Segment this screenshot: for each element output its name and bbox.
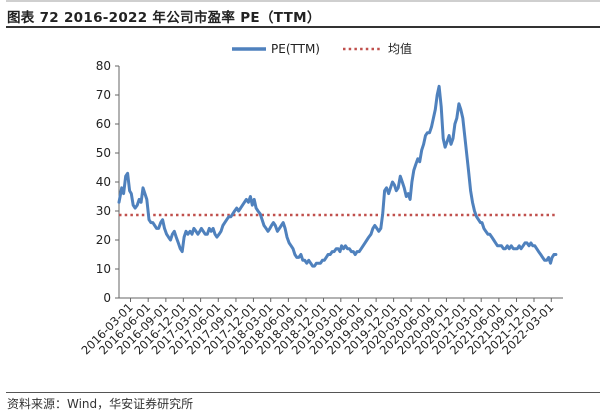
y-tick-label: 0 [103,291,111,305]
title-rule [6,26,600,28]
y-tick-label: 50 [96,146,111,160]
y-tick-label: 30 [96,204,111,218]
legend-label-mean: 均值 [388,41,412,56]
figure-title: 图表 72 2016-2022 年公司市盈率 PE（TTM） [7,10,321,26]
y-tick-label: 10 [96,262,111,276]
legend: PE(TTM) 均值 [232,41,412,56]
x-axis: 2016-03-012016-06-012016-09-012016-12-01… [78,298,556,357]
y-axis: 0 10 20 30 40 50 60 70 80 [96,59,119,305]
top-rule [6,0,600,2]
bottom-rule [6,392,600,393]
legend-label-pe: PE(TTM) [271,42,320,56]
y-tick-label: 60 [96,117,111,131]
y-tick-label: 40 [96,175,111,189]
y-tick-label: 80 [96,59,111,73]
y-tick-label: 20 [96,233,111,247]
source-note: 资料来源：Wind，华安证券研究所 [7,397,194,411]
series-group [117,84,558,268]
series-line-pe [117,84,558,268]
y-tick-label: 70 [96,88,111,102]
